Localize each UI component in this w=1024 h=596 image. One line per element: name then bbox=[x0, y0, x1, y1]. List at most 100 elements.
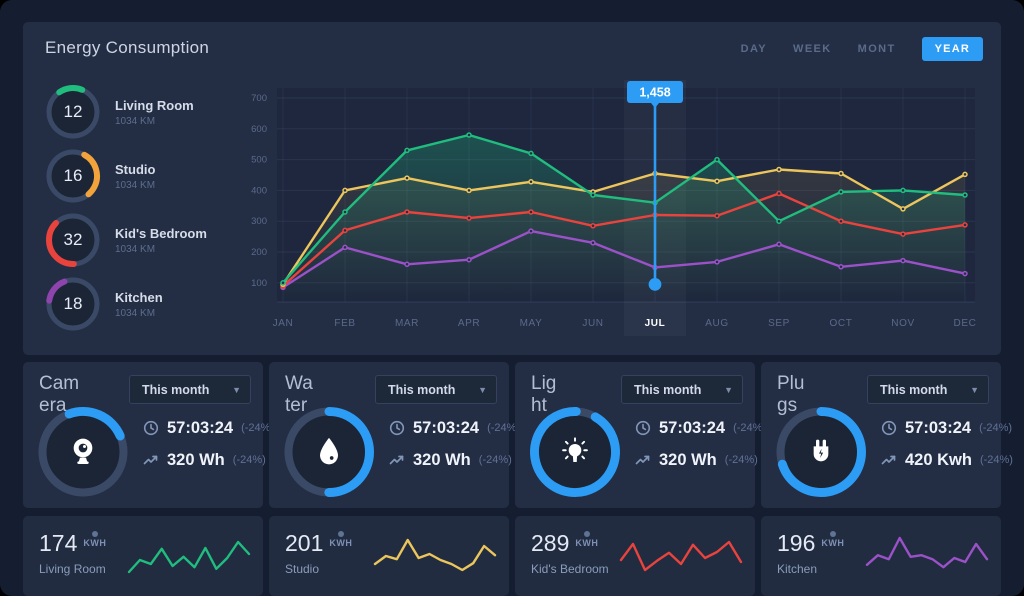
room-label: Kitchen bbox=[777, 562, 818, 576]
time-value: 57:03:24 bbox=[167, 418, 234, 437]
plug-icon bbox=[775, 406, 867, 498]
room-label: Living Room bbox=[39, 562, 106, 576]
energy-delta: (-24%) bbox=[979, 454, 1013, 466]
room-subvalue: 1034 KM bbox=[115, 243, 156, 255]
svg-text:MAR: MAR bbox=[395, 318, 419, 329]
tab-week[interactable]: WEEK bbox=[793, 43, 832, 55]
svg-text:SEP: SEP bbox=[768, 318, 790, 329]
chevron-down-icon: ▼ bbox=[970, 384, 979, 395]
tab-month[interactable]: MONT bbox=[857, 43, 896, 55]
gauge-value: 32 bbox=[63, 230, 83, 249]
energy-delta: (-24%) bbox=[232, 454, 266, 466]
page-title: Energy Consumption bbox=[45, 38, 210, 57]
svg-text:JUL: JUL bbox=[645, 318, 666, 329]
chevron-down-icon: ▼ bbox=[232, 384, 241, 395]
room-gauge-living-room[interactable]: 12 Living Room 1034 KM bbox=[45, 84, 207, 140]
clock-icon bbox=[389, 420, 405, 436]
room-name: Kid's Bedroom bbox=[115, 225, 207, 241]
time-delta: (-24%) bbox=[979, 422, 1013, 434]
card-title: Wa ter bbox=[285, 373, 313, 417]
kwh-unit: KWH bbox=[821, 538, 845, 548]
tab-day[interactable]: DAY bbox=[740, 43, 768, 55]
svg-text:400: 400 bbox=[251, 185, 267, 196]
kwh-unit: KWH bbox=[83, 538, 107, 548]
svg-text:OCT: OCT bbox=[830, 318, 853, 329]
svg-text:JAN: JAN bbox=[273, 318, 294, 329]
svg-text:700: 700 bbox=[251, 93, 267, 104]
tab-year[interactable]: YEAR bbox=[921, 37, 983, 61]
period-label: This month bbox=[388, 382, 456, 397]
summary-kids-bedroom: 289 KWH Kid's Bedroom bbox=[515, 516, 755, 596]
svg-text:JUN: JUN bbox=[582, 318, 603, 329]
svg-text:500: 500 bbox=[251, 155, 267, 166]
clock-icon bbox=[143, 420, 159, 436]
unit-dot bbox=[91, 531, 98, 537]
kwh-value: 201 bbox=[285, 530, 324, 556]
unit-dot bbox=[337, 531, 344, 537]
room-name: Kitchen bbox=[115, 289, 163, 305]
svg-text:1,458: 1,458 bbox=[639, 86, 670, 100]
trending-up-icon bbox=[143, 455, 158, 465]
room-subvalue: 1034 KM bbox=[115, 115, 156, 127]
period-label: This month bbox=[142, 382, 210, 397]
svg-text:NOV: NOV bbox=[891, 318, 914, 329]
svg-text:APR: APR bbox=[458, 318, 480, 329]
period-dropdown[interactable]: This month ▼ bbox=[621, 375, 743, 404]
card-title: Cam era bbox=[39, 373, 80, 417]
energy-delta: (-24%) bbox=[478, 454, 512, 466]
droplet-icon bbox=[283, 406, 375, 498]
room-name: Studio bbox=[115, 161, 156, 177]
clock-icon bbox=[881, 420, 897, 436]
consumption-chart[interactable]: 100 200 300 400 500 600 700 JAN FEB MAR APR MAY JUN J… bbox=[237, 80, 989, 348]
bulb-icon bbox=[529, 406, 621, 498]
usage-sparkline bbox=[127, 540, 251, 574]
energy-value: 320 Wh bbox=[413, 450, 471, 469]
consumption-chart-canvas[interactable]: 100 200 300 400 500 600 700 JAN FEB MAR APR MAY JUN J… bbox=[237, 80, 989, 348]
room-subvalue: 1034 KM bbox=[115, 179, 156, 191]
room-gauge-studio[interactable]: 16 Studio 1034 KM bbox=[45, 148, 207, 204]
period-dropdown[interactable]: This month ▼ bbox=[129, 375, 251, 404]
summary-studio: 201 KWH Studio bbox=[269, 516, 509, 596]
time-value: 57:03:24 bbox=[905, 418, 972, 437]
period-dropdown[interactable]: This month ▼ bbox=[375, 375, 497, 404]
room-gauge-list: 12 Living Room 1034 KM 16 Studio 1034 KM… bbox=[45, 84, 207, 340]
time-value: 57:03:24 bbox=[413, 418, 480, 437]
chart-tooltip: 1,458 bbox=[627, 81, 683, 291]
webcam-icon bbox=[37, 406, 129, 498]
camera-card: Cam era This month ▼ 57:03:24 (-24%) bbox=[23, 362, 274, 508]
trending-up-icon bbox=[635, 455, 650, 465]
clock-icon bbox=[635, 420, 651, 436]
gauge-value: 12 bbox=[63, 102, 83, 121]
time-delta: (-24%) bbox=[487, 422, 521, 434]
room-subvalue: 1034 KM bbox=[115, 307, 156, 319]
kwh-value: 289 bbox=[531, 530, 570, 556]
svg-text:MAY: MAY bbox=[520, 318, 543, 329]
energy-value: 420 Kwh bbox=[905, 450, 972, 469]
trending-up-icon bbox=[881, 455, 896, 465]
kwh-unit: KWH bbox=[329, 538, 353, 548]
card-title: Plu gs bbox=[777, 373, 805, 417]
svg-text:200: 200 bbox=[251, 247, 267, 258]
unit-dot bbox=[829, 531, 836, 537]
studio-gauge-ring bbox=[46, 149, 100, 203]
svg-text:100: 100 bbox=[251, 278, 267, 289]
svg-text:DEC: DEC bbox=[954, 318, 977, 329]
water-card: Wa ter This month ▼ 57:03:24 (-24%) bbox=[269, 362, 520, 508]
usage-sparkline bbox=[865, 536, 989, 569]
room-label: Studio bbox=[285, 562, 320, 576]
card-title: Lig ht bbox=[531, 373, 557, 417]
time-value: 57:03:24 bbox=[659, 418, 726, 437]
room-gauge-kids-bedroom[interactable]: 32 Kid's Bedroom 1034 KM bbox=[45, 212, 207, 268]
svg-text:FEB: FEB bbox=[334, 318, 355, 329]
time-delta: (-24%) bbox=[241, 422, 275, 434]
room-gauge-kitchen[interactable]: 18 Kitchen 1034 KM bbox=[45, 276, 207, 332]
gauge-value: 16 bbox=[63, 166, 83, 185]
usage-sparkline bbox=[619, 540, 743, 572]
energy-delta: (-24%) bbox=[724, 454, 758, 466]
time-delta: (-24%) bbox=[733, 422, 767, 434]
chevron-down-icon: ▼ bbox=[478, 384, 487, 395]
period-dropdown[interactable]: This month ▼ bbox=[867, 375, 989, 404]
period-label: This month bbox=[634, 382, 702, 397]
plugs-card: Plu gs This month ▼ 57:03:24 (-24%) bbox=[761, 362, 1013, 508]
